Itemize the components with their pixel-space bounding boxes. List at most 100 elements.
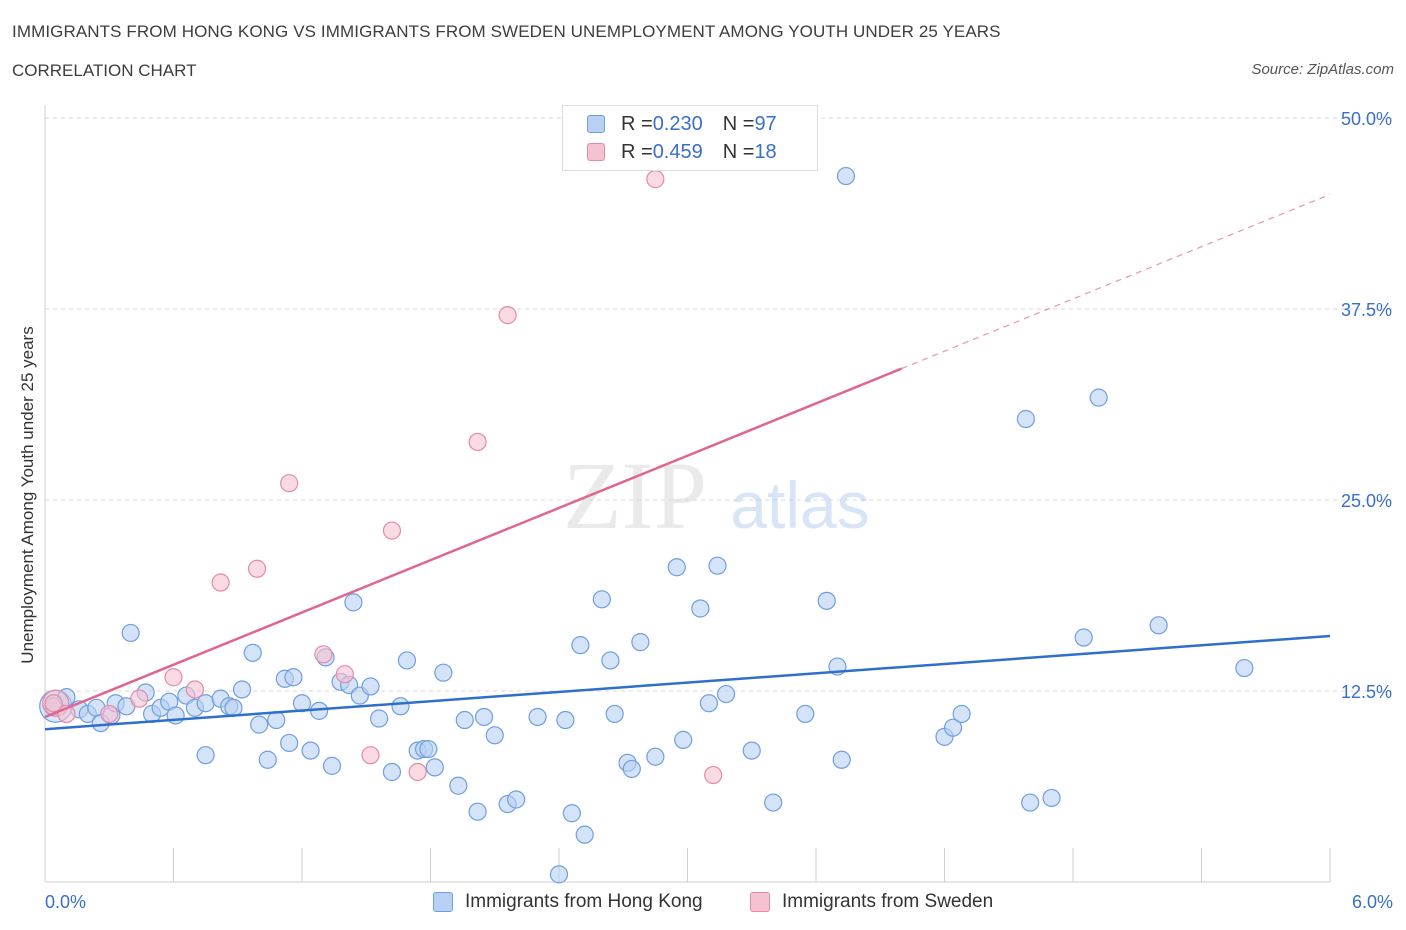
legend-n-value: 97 [754, 112, 777, 135]
data-point-sweden [164, 668, 183, 687]
data-point-hong-kong [943, 718, 963, 737]
data-point-hong-kong [631, 633, 650, 652]
bottom-legend-swatch-blue [433, 892, 453, 912]
data-point-hong-kong [592, 590, 611, 609]
bottom-legend-hong-kong: Immigrants from Hong Kong [433, 890, 703, 914]
series-hong-kong-points [39, 166, 1254, 884]
data-point-hong-kong [250, 715, 269, 734]
data-point-hong-kong [243, 643, 262, 662]
bottom-legend-swatch-pink [750, 892, 770, 912]
data-point-sweden [468, 432, 487, 452]
data-point-sweden [335, 665, 354, 684]
trendlines [44, 193, 1331, 731]
data-point-hong-kong [196, 694, 215, 713]
data-point-sweden [130, 689, 149, 708]
watermark-atlas: atlas [730, 468, 869, 542]
data-point-hong-kong [507, 790, 526, 809]
data-point-sweden [100, 704, 119, 724]
data-point-hong-kong [646, 747, 665, 766]
y-tick-label: 37.5% [1341, 300, 1392, 320]
legend-r-value: 0.230 [652, 112, 703, 135]
data-point-hong-kong [667, 558, 686, 577]
data-point-hong-kong [1235, 658, 1254, 678]
data-point-hong-kong [258, 750, 277, 769]
data-point-hong-kong [832, 750, 851, 769]
data-point-hong-kong [708, 556, 727, 575]
data-point-sweden [44, 694, 63, 713]
data-point-sweden [280, 474, 299, 493]
legend-row-hong-kong: R = 0.230 N = 97 [587, 112, 777, 136]
data-point-hong-kong [562, 804, 581, 823]
data-point-hong-kong [474, 707, 494, 727]
data-point-sweden [211, 573, 230, 592]
data-point-hong-kong [485, 726, 504, 745]
y-tick-label: 50.0% [1341, 109, 1392, 129]
data-point-hong-kong [571, 636, 590, 655]
data-point-hong-kong [449, 776, 468, 795]
bottom-legend-label: Immigrants from Hong Kong [465, 891, 703, 912]
data-point-sweden [314, 645, 333, 664]
series-sweden-points [42, 170, 723, 785]
data-point-sweden [247, 559, 267, 578]
legend-n-value: 18 [754, 140, 777, 163]
tick-labels: 12.5% 25.0% 37.5% 50.0% 0.0% 6.0% [45, 109, 1393, 912]
legend-r-label: R = [621, 112, 653, 135]
legend-swatch-blue [587, 115, 605, 133]
data-point-hong-kong [674, 730, 693, 749]
data-point-hong-kong [224, 698, 243, 717]
chart-subtitle: CORRELATION CHART [12, 61, 197, 80]
data-point-hong-kong [425, 758, 444, 777]
data-point-hong-kong [716, 684, 736, 704]
data-point-hong-kong [232, 680, 252, 699]
data-point-hong-kong [1021, 793, 1040, 812]
data-point-sweden [361, 746, 380, 765]
data-point-hong-kong [817, 591, 836, 610]
data-point-hong-kong [434, 663, 453, 682]
data-point-hong-kong [468, 802, 487, 821]
data-point-sweden [704, 765, 723, 785]
data-point-hong-kong [391, 697, 410, 716]
data-point-hong-kong [764, 793, 783, 812]
data-point-hong-kong [284, 668, 303, 687]
data-point-hong-kong [952, 704, 971, 724]
data-point-hong-kong [549, 865, 569, 884]
data-point-hong-kong [699, 694, 719, 713]
data-point-hong-kong [605, 704, 624, 724]
data-point-hong-kong [121, 623, 140, 643]
data-point-sweden [185, 680, 205, 699]
data-point-hong-kong [382, 762, 402, 782]
legend-n-label: N = [722, 140, 755, 163]
trendline-sweden [44, 367, 903, 719]
data-point-hong-kong [419, 739, 438, 759]
data-point-hong-kong [196, 746, 215, 765]
data-point-hong-kong [528, 707, 547, 727]
data-point-sweden [408, 762, 427, 782]
x-tick-label: 6.0% [1352, 892, 1393, 912]
legend-r-label: R = [621, 140, 653, 163]
data-point-hong-kong [796, 704, 815, 724]
watermark-zip: ZIP [563, 442, 707, 549]
data-point-hong-kong [301, 741, 320, 760]
data-point-hong-kong [370, 709, 389, 728]
y-tick-label: 25.0% [1341, 491, 1392, 511]
data-point-hong-kong [575, 825, 594, 844]
data-point-hong-kong [455, 710, 474, 730]
legend-swatch-pink [587, 143, 605, 161]
trendline-hong-kong [44, 634, 1331, 731]
data-point-hong-kong [280, 733, 299, 753]
data-point-sweden [646, 170, 665, 189]
data-point-hong-kong [1149, 616, 1168, 635]
data-point-hong-kong [397, 651, 417, 670]
data-point-hong-kong [601, 651, 620, 670]
gridlines [45, 117, 1392, 692]
data-point-hong-kong [1042, 788, 1061, 808]
chart-title: IMMIGRANTS FROM HONG KONG VS IMMIGRANTS … [12, 22, 1001, 41]
data-point-hong-kong [1016, 409, 1035, 429]
source-credit: Source: ZipAtlas.com [1251, 61, 1394, 78]
data-point-sweden [498, 306, 517, 325]
axes [44, 105, 1331, 883]
correlation-legend: R = 0.230 N = 97 R = 0.459 N = 18 [562, 105, 818, 171]
data-point-hong-kong [361, 677, 380, 696]
legend-r-value: 0.459 [652, 140, 703, 163]
